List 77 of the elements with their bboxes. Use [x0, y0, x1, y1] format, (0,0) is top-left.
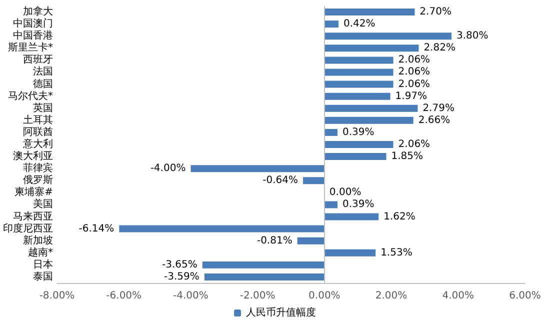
y-tick-label: 意大利	[22, 138, 53, 150]
y-tick-label: 加拿大	[23, 6, 53, 18]
data-label: 1.53%	[380, 247, 412, 258]
data-label: 0.39%	[342, 199, 374, 210]
bar	[324, 104, 418, 112]
y-tick-label: 中国澳门	[13, 18, 53, 30]
bar	[324, 201, 338, 208]
data-label: -3.65%	[162, 259, 198, 270]
bar	[204, 273, 324, 280]
y-tick-label: 澳大利亚	[13, 150, 53, 162]
data-label: 2.70%	[420, 6, 452, 18]
data-label: -6.14%	[78, 223, 114, 234]
data-label: 0.00%	[329, 187, 362, 198]
legend-label: 人民币升值幅度	[246, 306, 316, 318]
y-tick-label: 中国香港	[13, 30, 53, 42]
data-label: 2.06%	[398, 78, 430, 90]
y-tick-label: 英国	[33, 102, 53, 114]
x-tick-label: -8.00%	[39, 290, 75, 302]
x-tick-label: -4.00%	[173, 290, 208, 302]
y-tick-label: 斯里兰卡*	[8, 42, 53, 54]
bar	[324, 44, 419, 52]
y-tick-label: 俄罗斯	[23, 174, 53, 186]
data-label: 2.79%	[422, 102, 454, 114]
y-tick-label: 泰国	[33, 271, 53, 282]
x-tick-label: -6.00%	[106, 290, 142, 302]
data-label: 1.62%	[384, 211, 416, 222]
x-tick-label: 0.00%	[308, 290, 340, 302]
y-tick-label: 土耳其	[23, 114, 53, 126]
y-tick-label: 印度尼西亚	[3, 222, 53, 234]
bar	[297, 237, 324, 244]
bar	[324, 8, 415, 16]
y-tick-label: 日本	[33, 258, 53, 270]
y-tick-label: 菲律宾	[23, 162, 53, 174]
x-tick-label: 6.00%	[509, 290, 541, 302]
data-label: -0.64%	[262, 175, 298, 186]
y-tick-label: 美国	[33, 198, 53, 210]
bar	[324, 116, 414, 124]
bar	[303, 177, 324, 184]
data-label: 2.06%	[398, 139, 430, 150]
data-label: -0.81%	[256, 235, 292, 246]
y-tick-label: 越南*	[28, 246, 53, 258]
bar	[119, 225, 324, 232]
data-label: 1.97%	[395, 90, 428, 102]
x-tick-label: 4.00%	[442, 290, 474, 302]
bar	[324, 213, 379, 220]
bar	[324, 32, 452, 40]
bar	[324, 153, 386, 160]
y-tick-label: 法国	[33, 66, 53, 78]
data-label: -3.59%	[164, 271, 200, 282]
bar	[202, 261, 324, 268]
data-label: 2.82%	[424, 42, 456, 54]
y-tick-label: 柬埔寨#	[14, 186, 53, 198]
y-tick-label: 阿联酋	[23, 126, 53, 138]
bar	[324, 68, 394, 76]
bar	[324, 128, 338, 136]
data-label: 0.39%	[342, 126, 374, 138]
bar	[324, 56, 394, 64]
bar	[324, 249, 376, 256]
data-label: -4.00%	[150, 163, 186, 174]
y-tick-label: 新加坡	[23, 234, 53, 246]
y-tick-label: 德国	[33, 78, 53, 90]
data-label: 2.66%	[418, 114, 450, 126]
y-tick-label: 西班牙	[23, 54, 53, 66]
x-tick-label: 2.00%	[375, 290, 408, 302]
x-tick-label: -2.00%	[240, 290, 276, 302]
data-label: 3.80%	[456, 30, 488, 42]
bar	[324, 141, 394, 148]
bar	[190, 165, 324, 172]
y-tick-label: 马来西亚	[13, 210, 53, 222]
data-label: 0.42%	[343, 18, 376, 30]
bar	[324, 80, 394, 88]
bar	[324, 92, 390, 100]
data-label: 2.06%	[398, 54, 430, 66]
bar	[324, 20, 338, 28]
data-label: 1.85%	[391, 151, 424, 162]
y-tick-label: 马尔代夫*	[8, 90, 53, 102]
data-label: 2.06%	[398, 66, 430, 78]
